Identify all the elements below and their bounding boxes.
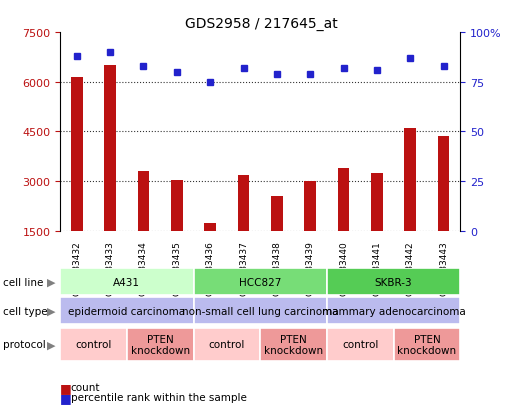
Text: epidermoid carcinoma: epidermoid carcinoma [69, 306, 185, 316]
Bar [304, 182, 316, 231]
Bar [338, 169, 349, 231]
Text: PTEN
knockdown: PTEN knockdown [131, 334, 190, 355]
Bar [127, 328, 194, 361]
Bar [371, 173, 383, 231]
Text: PTEN
knockdown: PTEN knockdown [264, 334, 323, 355]
Text: HCC827: HCC827 [239, 277, 281, 287]
Bar [438, 137, 449, 231]
Text: non-small cell lung carcinoma: non-small cell lung carcinoma [182, 306, 338, 316]
Bar [60, 328, 127, 361]
Bar [204, 223, 216, 231]
Text: SKBR-3: SKBR-3 [375, 277, 412, 287]
Text: cell type: cell type [3, 306, 47, 316]
Bar [104, 66, 116, 231]
Bar [194, 268, 327, 295]
Text: percentile rank within the sample: percentile rank within the sample [71, 392, 246, 402]
Bar [327, 328, 393, 361]
Bar [237, 175, 249, 231]
Bar [327, 297, 460, 324]
Text: A431: A431 [113, 277, 140, 287]
Text: GDS2958 / 217645_at: GDS2958 / 217645_at [185, 17, 338, 31]
Bar [404, 129, 416, 231]
Bar [138, 172, 150, 231]
Bar [194, 328, 260, 361]
Text: control: control [209, 339, 245, 349]
Bar [60, 268, 194, 295]
Bar [60, 297, 194, 324]
Bar [271, 197, 283, 231]
Text: count: count [71, 382, 100, 392]
Text: mammary adenocarcinoma: mammary adenocarcinoma [322, 306, 465, 316]
Text: ■: ■ [60, 391, 72, 404]
Bar [260, 328, 327, 361]
Text: ▶: ▶ [47, 339, 55, 349]
Bar [327, 268, 460, 295]
Bar [393, 328, 460, 361]
Text: PTEN
knockdown: PTEN knockdown [397, 334, 457, 355]
Text: protocol: protocol [3, 339, 46, 349]
Text: cell line: cell line [3, 277, 43, 287]
Bar [171, 180, 183, 231]
Text: ▶: ▶ [47, 277, 55, 287]
Bar [194, 297, 327, 324]
Text: control: control [75, 339, 112, 349]
Bar [71, 78, 83, 231]
Text: ■: ■ [60, 381, 72, 394]
Text: control: control [342, 339, 379, 349]
Text: ▶: ▶ [47, 306, 55, 316]
